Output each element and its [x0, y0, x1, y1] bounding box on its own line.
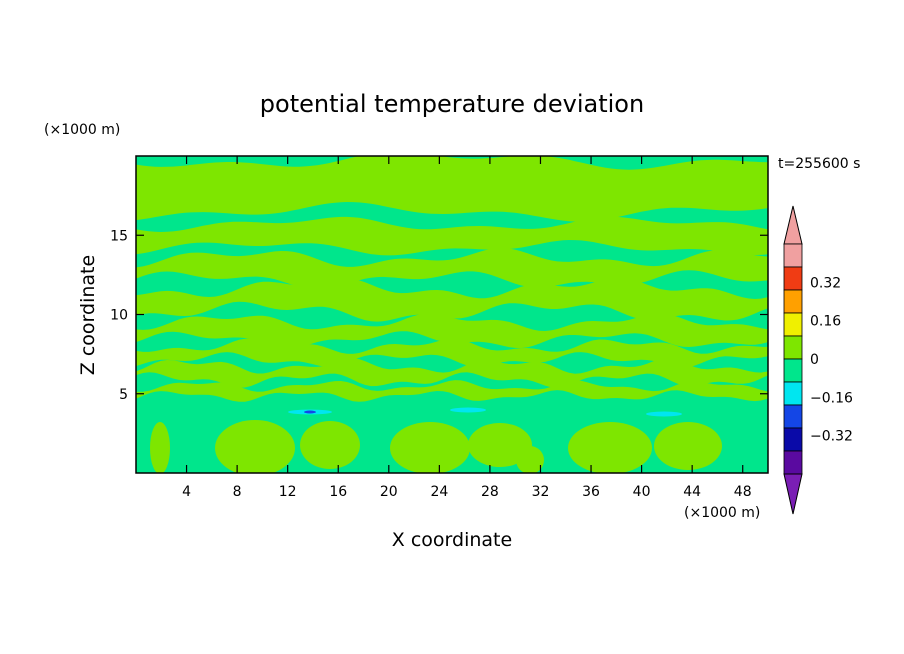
x-tick-label: 8	[233, 484, 242, 500]
contour-cell	[468, 423, 532, 467]
colorbar-band	[783, 289, 803, 314]
colorbar-label: 0.32	[810, 275, 841, 291]
x-axis-ticks: 4 8 12 16 20 24 28 32 36 40 44 48	[182, 156, 752, 500]
y-axis-label: Z coordinate	[77, 255, 99, 375]
contour-band	[136, 313, 768, 349]
x-tick-label: 16	[329, 484, 347, 500]
x-tick-label: 28	[481, 484, 499, 500]
colorbar-label: 0.16	[810, 314, 841, 330]
contour-cell	[654, 422, 722, 470]
x-tick-label: 24	[430, 484, 448, 500]
colorbar-band	[783, 404, 803, 429]
contour-band	[136, 277, 768, 322]
contour-streak-min	[304, 410, 316, 414]
x-unit-label: (×1000 m)	[684, 505, 760, 521]
x-tick-label: 12	[279, 484, 297, 500]
y-tick-label: 10	[110, 308, 128, 324]
contour-streak	[450, 407, 486, 413]
contour-cell	[215, 420, 295, 473]
y-unit-label: (×1000 m)	[44, 122, 120, 138]
colorbar-label: −0.32	[810, 429, 853, 445]
contour-band	[136, 358, 768, 388]
colorbar-band	[783, 335, 803, 360]
y-axis-ticks: 5 10 15	[110, 228, 768, 403]
contour-streak	[646, 411, 682, 417]
colorbar-label: 0	[810, 352, 819, 368]
x-tick-label: 36	[582, 484, 600, 500]
time-label: t=255600 s	[778, 156, 860, 172]
colorbar-band	[783, 450, 803, 475]
colorbar-band	[783, 266, 803, 291]
contour-cell	[300, 421, 360, 469]
colorbar-band	[783, 243, 803, 268]
x-tick-label: 48	[734, 484, 752, 500]
plot-area	[136, 156, 768, 473]
colorbar-band	[783, 381, 803, 406]
x-tick-label: 4	[182, 484, 191, 500]
contour-band	[136, 338, 768, 368]
y-tick-label: 5	[119, 387, 128, 403]
x-tick-label: 20	[380, 484, 398, 500]
x-tick-label: 32	[532, 484, 550, 500]
contour-cell	[568, 422, 652, 473]
colorbar: 0.32 0.16 0 −0.16 −0.32	[783, 205, 853, 515]
colorbar-band	[783, 427, 803, 452]
contour-band	[136, 216, 768, 256]
colorbar-label: −0.16	[810, 390, 853, 406]
colorbar-band	[783, 312, 803, 337]
x-tick-label: 40	[633, 484, 651, 500]
colorbar-band	[783, 358, 803, 383]
contour-bands	[136, 156, 768, 473]
colorbar-over-arrow	[783, 205, 803, 245]
colorbar-under-arrow	[783, 473, 803, 515]
x-axis-label: X coordinate	[392, 529, 512, 551]
contour-band	[136, 156, 768, 222]
chart-title: potential temperature deviation	[260, 90, 644, 118]
contour-band	[136, 380, 768, 402]
x-tick-label: 44	[683, 484, 701, 500]
contour-cell	[516, 446, 544, 473]
contour-cell	[150, 422, 170, 473]
y-tick-label: 15	[110, 228, 128, 244]
contour-cell	[390, 422, 470, 473]
